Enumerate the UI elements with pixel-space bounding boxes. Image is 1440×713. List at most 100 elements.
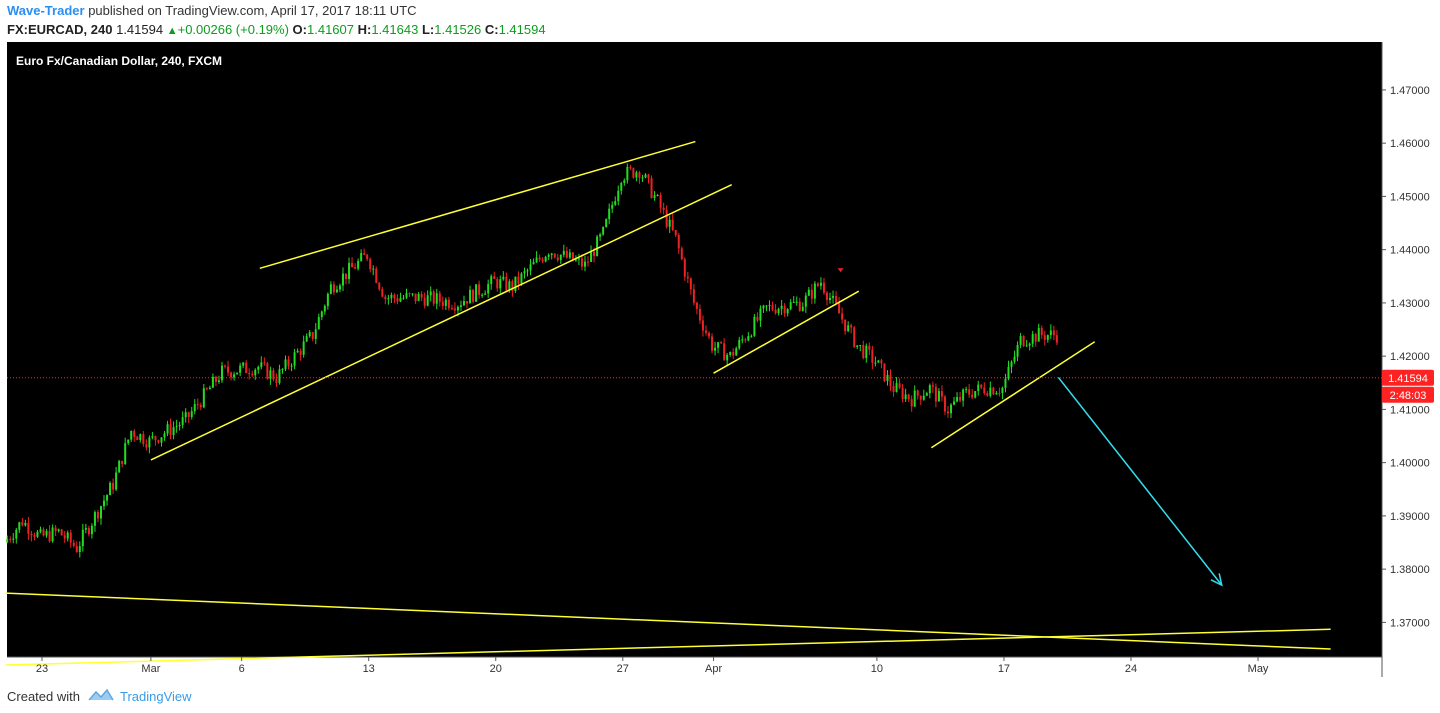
price-axis[interactable] bbox=[1382, 42, 1440, 657]
candle-body bbox=[233, 374, 236, 378]
candle-body bbox=[493, 276, 496, 279]
candle-body bbox=[844, 319, 847, 332]
candle-body bbox=[683, 259, 686, 277]
candle-body bbox=[469, 289, 472, 304]
candle-body bbox=[922, 395, 925, 400]
candle-body bbox=[1055, 335, 1058, 343]
candle-body bbox=[254, 369, 257, 376]
candle-body bbox=[60, 529, 63, 536]
up-triangle-icon: ▲ bbox=[166, 25, 178, 37]
candle-body bbox=[317, 317, 320, 330]
candle-body bbox=[103, 500, 106, 507]
candle-body bbox=[423, 297, 426, 306]
candle-body bbox=[293, 352, 296, 366]
author-link[interactable]: Wave-Trader bbox=[7, 3, 85, 18]
time-tick-label: 23 bbox=[36, 663, 48, 675]
candle-body bbox=[998, 393, 1001, 395]
candle-body bbox=[96, 512, 99, 519]
footer: Created with TradingView bbox=[7, 688, 192, 705]
candle-body bbox=[408, 293, 411, 295]
candle-body bbox=[360, 253, 363, 261]
candle-body bbox=[819, 282, 822, 286]
candle-body bbox=[877, 360, 880, 363]
price-tick-label: 1.46000 bbox=[1390, 138, 1430, 150]
projection-arrow bbox=[1057, 376, 1223, 586]
candle-body bbox=[57, 529, 60, 532]
tradingview-logo-icon[interactable] bbox=[88, 688, 114, 705]
candle-body bbox=[611, 204, 614, 209]
tradingview-link[interactable]: TradingView bbox=[119, 689, 192, 704]
price-ticks: 1.47000 1.46000 1.45000 1.44000 1.43000 1.420… bbox=[1382, 85, 1430, 629]
candle-body bbox=[977, 384, 980, 392]
candle-body bbox=[901, 387, 904, 400]
price-tick-label: 1.45000 bbox=[1390, 191, 1430, 203]
candle-body bbox=[311, 332, 314, 339]
candle-body bbox=[112, 482, 115, 490]
candle-body bbox=[738, 339, 741, 349]
candle-body bbox=[154, 436, 157, 441]
price-tick-label: 1.42000 bbox=[1390, 351, 1430, 363]
candle-body bbox=[420, 293, 423, 298]
candle-body bbox=[574, 259, 577, 261]
candle-body bbox=[853, 327, 856, 348]
candle-body bbox=[662, 207, 665, 210]
candle-body bbox=[214, 376, 217, 382]
candle-body bbox=[847, 325, 850, 332]
candle-body bbox=[756, 316, 759, 321]
candle-body bbox=[735, 348, 738, 356]
countdown-label: 2:48:03 bbox=[1390, 390, 1427, 402]
channel-upper-line bbox=[259, 140, 696, 270]
time-axis[interactable] bbox=[7, 657, 1382, 677]
candle-body bbox=[372, 268, 375, 270]
candle-body bbox=[405, 293, 408, 298]
candle-body bbox=[281, 368, 284, 370]
candle-body bbox=[472, 289, 475, 302]
candle-body bbox=[919, 395, 922, 400]
candle-body bbox=[874, 362, 877, 364]
time-tick-label: 24 bbox=[1125, 663, 1137, 675]
candle-body bbox=[711, 336, 714, 351]
candle-body bbox=[859, 345, 862, 347]
candle-body bbox=[568, 252, 571, 258]
candle-body bbox=[366, 254, 369, 260]
candle-body bbox=[308, 332, 311, 337]
candle-body bbox=[136, 436, 139, 441]
april-small-trendline bbox=[713, 290, 860, 374]
candle-body bbox=[260, 362, 263, 367]
candle-body bbox=[617, 190, 620, 202]
candle-body bbox=[629, 166, 632, 169]
high-label: H: bbox=[357, 22, 372, 37]
candle-body bbox=[284, 359, 287, 369]
candle-body bbox=[175, 426, 178, 428]
candle-body bbox=[411, 293, 414, 295]
candle-body bbox=[950, 404, 953, 414]
candle-body bbox=[553, 253, 556, 258]
time-tick-label: 6 bbox=[239, 663, 245, 675]
candle-body bbox=[230, 372, 233, 378]
candle-body bbox=[375, 268, 378, 283]
candle-body bbox=[54, 527, 57, 532]
channel-lower-line bbox=[150, 184, 733, 461]
candle-body bbox=[45, 531, 48, 536]
candle-body bbox=[1052, 330, 1055, 336]
candle-body bbox=[305, 336, 308, 342]
published-text: published on TradingView.com, April 17, … bbox=[88, 3, 417, 18]
time-tick-label: 10 bbox=[871, 663, 883, 675]
candle-body bbox=[341, 273, 344, 286]
candle-body bbox=[15, 529, 18, 539]
candle-body bbox=[417, 293, 420, 302]
candle-body bbox=[665, 209, 668, 227]
candle-body bbox=[816, 283, 819, 286]
candle-body bbox=[704, 330, 707, 333]
candle-body bbox=[913, 390, 916, 407]
candle-body bbox=[801, 306, 804, 311]
price-tick-label: 1.38000 bbox=[1390, 564, 1430, 576]
candle-body bbox=[886, 374, 889, 382]
candle-body bbox=[771, 304, 774, 310]
candle-body bbox=[127, 439, 130, 444]
plot-area[interactable] bbox=[7, 42, 1382, 657]
candle-body bbox=[239, 365, 242, 373]
candle-body bbox=[565, 250, 568, 258]
candle-body bbox=[868, 345, 871, 350]
